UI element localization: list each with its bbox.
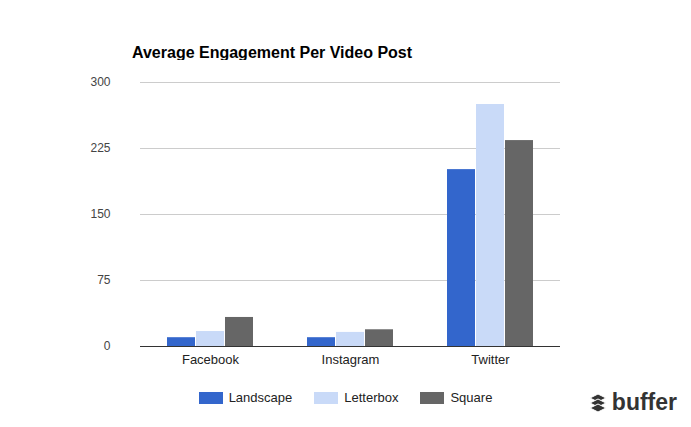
html-text:Landscape: Landscape (228, 390, 293, 405)
html-text:Average Engagement Per Video P: Average Engagement Per Video Post (132, 44, 413, 61)
svg-text:Facebook: Facebook (182, 352, 240, 367)
svg-text:0: 0 (104, 339, 111, 353)
html-text:buffer: buffer (611, 389, 677, 415)
svg-text:225: 225 (90, 141, 110, 155)
svg-text:300: 300 (90, 75, 110, 89)
html-text:Square: Square (450, 390, 493, 405)
svg-text:75: 75 (97, 273, 111, 287)
svg-text:Twitter: Twitter (471, 352, 510, 367)
svg-text:Instagram: Instagram (322, 352, 380, 367)
html-text:Letterbox: Letterbox (344, 390, 399, 405)
svg-text:150: 150 (90, 207, 110, 221)
